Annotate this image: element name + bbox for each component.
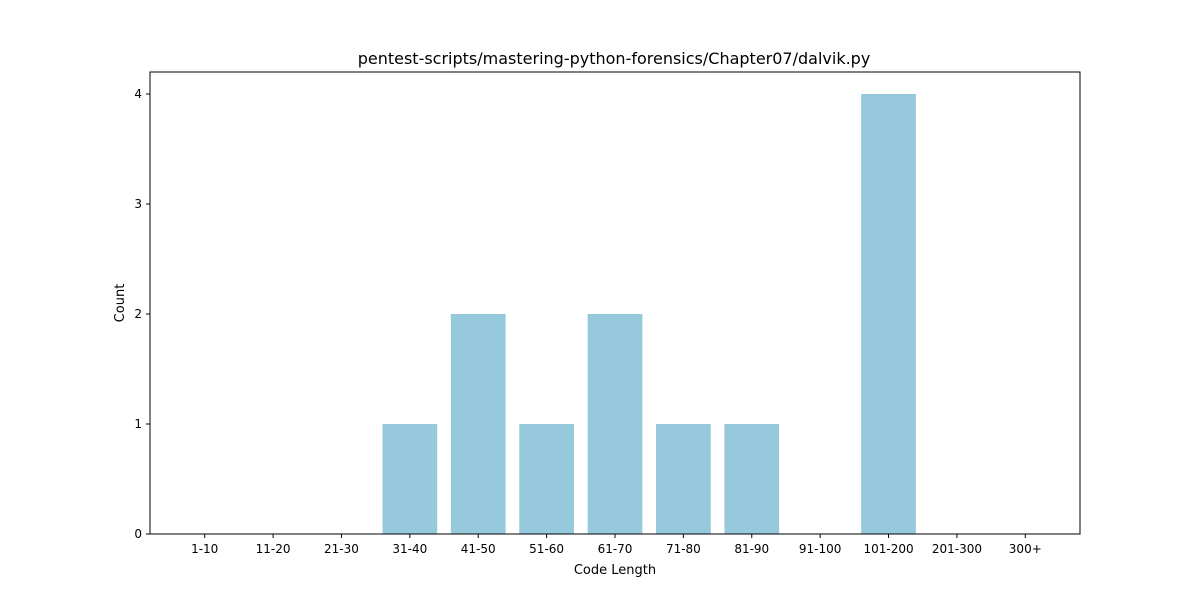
x-tick-label: 11-20: [256, 542, 291, 556]
bar-41-50: [450, 314, 506, 534]
bar-31-40: [382, 424, 438, 534]
bar-71-80: [656, 424, 711, 534]
y-axis-ticks: 0 1 2 3 4: [134, 87, 150, 541]
x-tick-label: 91-100: [799, 542, 842, 556]
chart-title: pentest-scripts/mastering-python-forensi…: [358, 49, 871, 68]
bars-group: [382, 94, 916, 534]
x-axis-ticks: 1-10 11-20 21-30 31-40 41-50 51-60 61-70 71-80 8…: [191, 534, 1042, 556]
y-axis-label: Count: [113, 284, 128, 323]
x-tick-label: 1-10: [191, 542, 218, 556]
y-tick-label: 3: [134, 197, 142, 211]
x-tick-label: 31-40: [392, 542, 427, 556]
x-tick-label: 61-70: [598, 542, 633, 556]
x-tick-label: 41-50: [461, 542, 496, 556]
y-tick-label: 1: [134, 417, 142, 431]
x-tick-label: 201-300: [932, 542, 982, 556]
bar-81-90: [724, 424, 780, 534]
x-tick-label: 101-200: [863, 542, 913, 556]
x-tick-label: 51-60: [529, 542, 564, 556]
bar-51-60: [519, 424, 574, 534]
bar-101-200: [861, 94, 916, 534]
x-tick-label: 300+: [1009, 542, 1042, 556]
x-tick-label: 81-90: [734, 542, 769, 556]
y-tick-label: 2: [134, 307, 142, 321]
x-tick-label: 21-30: [324, 542, 359, 556]
bar-61-70: [587, 314, 643, 534]
y-tick-label: 4: [134, 87, 142, 101]
y-tick-label: 0: [134, 527, 142, 541]
x-tick-label: 71-80: [666, 542, 701, 556]
x-axis-label: Code Length: [574, 563, 656, 578]
